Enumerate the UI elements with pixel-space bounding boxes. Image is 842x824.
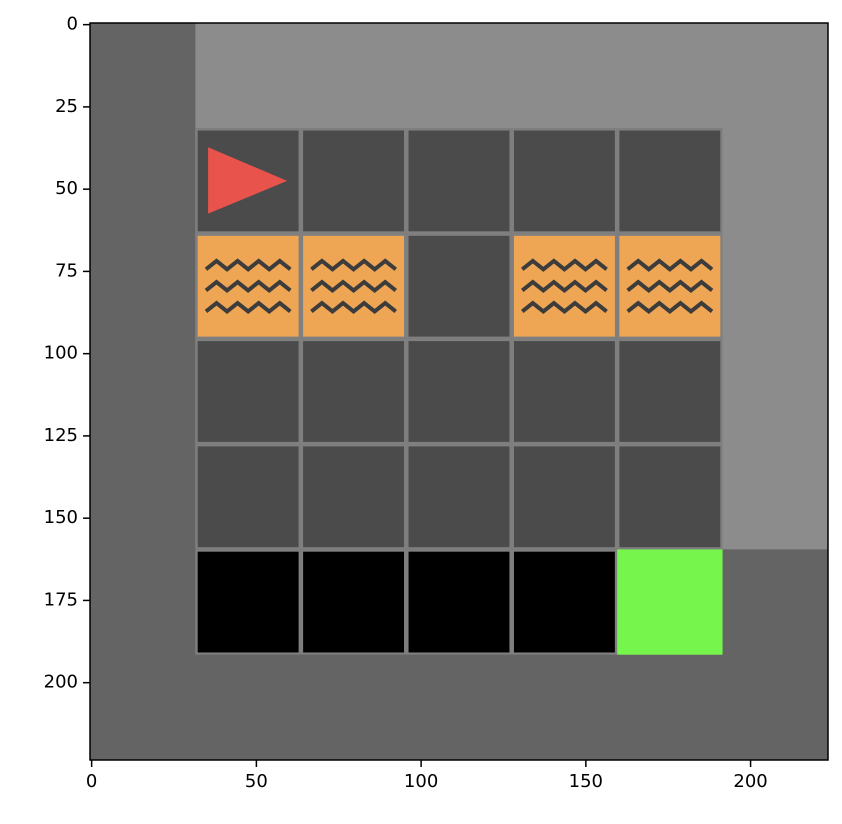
tile [722, 338, 829, 445]
x-tick-label: 100 [404, 771, 438, 792]
lava-wave [626, 258, 714, 272]
tile [406, 128, 513, 235]
x-tick-label: 0 [86, 771, 97, 792]
tile-border [300, 338, 407, 445]
x-tick-label: 50 [245, 771, 268, 792]
tile [511, 654, 618, 761]
tile [722, 654, 829, 761]
tile [195, 444, 302, 550]
y-tick-label: 125 [44, 425, 78, 446]
tile-border [195, 443, 302, 550]
tile [617, 23, 724, 129]
tile [406, 654, 513, 761]
tile-border [300, 233, 407, 340]
tile [617, 444, 724, 550]
lava-wave [521, 258, 608, 272]
tile [406, 549, 513, 656]
tile-border [195, 128, 302, 234]
lava-wave [521, 279, 608, 293]
tile [617, 654, 724, 761]
lava-wave [626, 300, 714, 315]
y-tick-label: 75 [55, 260, 78, 281]
lava-wave [310, 279, 397, 293]
tile [300, 23, 407, 129]
agent [208, 147, 288, 214]
lava-wave [204, 279, 292, 293]
tile-border [406, 443, 512, 550]
y-tick-label: 150 [44, 507, 78, 528]
y-tick-label: 50 [55, 178, 78, 199]
lava-wave [204, 300, 292, 315]
tile-border [195, 233, 302, 340]
tile [90, 444, 196, 550]
tile-border [300, 128, 407, 234]
tile-border [406, 338, 512, 445]
tile-border [511, 128, 618, 234]
tile-border [511, 549, 618, 655]
tile-border [406, 549, 512, 655]
tile [511, 23, 618, 129]
tile-border [511, 443, 618, 550]
tile [90, 654, 196, 761]
tile [511, 338, 618, 445]
tile [300, 128, 407, 235]
tile-border [300, 549, 407, 655]
x-tick-label: 150 [569, 771, 603, 792]
tile-border [511, 233, 618, 340]
tile [300, 654, 407, 761]
y-tick-label: 100 [44, 343, 78, 364]
lava-wave [521, 300, 608, 315]
tile-border [616, 443, 723, 550]
x-tick-label: 200 [733, 771, 767, 792]
tile-border [511, 338, 618, 445]
tile [722, 444, 829, 550]
tile-border [616, 338, 723, 445]
tile [90, 233, 196, 340]
tile [722, 128, 829, 235]
grid-world [90, 23, 829, 761]
tile [195, 23, 302, 129]
y-tick-label: 0 [67, 14, 78, 35]
tile-border [406, 128, 512, 234]
lava-wave [310, 300, 397, 315]
tile [406, 233, 513, 340]
tile [406, 23, 513, 129]
tile [195, 549, 302, 656]
lava-wave [204, 258, 292, 272]
tile [300, 549, 407, 656]
tile [722, 233, 829, 340]
tile [511, 128, 618, 235]
axes-frame [89, 22, 829, 761]
tile [406, 338, 513, 445]
tile-border [616, 128, 723, 234]
tile-border [195, 338, 302, 445]
tile-border [616, 233, 723, 340]
y-tick-label: 25 [55, 96, 78, 117]
tile-border [406, 233, 512, 340]
lava-wave [626, 279, 714, 293]
tile [617, 338, 724, 445]
tile [406, 444, 513, 550]
tile-border [300, 443, 407, 550]
tile [90, 23, 196, 129]
tile [90, 549, 196, 656]
tile [617, 549, 724, 656]
lava-wave [310, 258, 397, 272]
tile [195, 338, 302, 445]
y-tick-label: 175 [44, 589, 78, 610]
tile [195, 654, 302, 761]
tile [90, 128, 196, 235]
y-tick-label: 200 [44, 672, 78, 693]
tile [722, 549, 829, 656]
tile [300, 338, 407, 445]
tile [722, 23, 829, 129]
tile [90, 338, 196, 445]
tile [511, 549, 618, 656]
tile-border [195, 549, 302, 655]
tile [511, 444, 618, 550]
tile [300, 444, 407, 550]
tile [617, 128, 724, 235]
